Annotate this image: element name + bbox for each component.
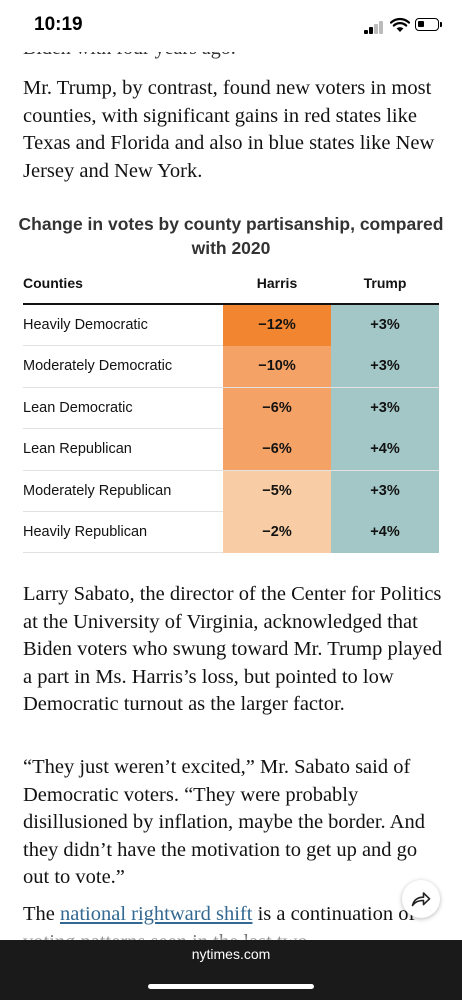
row-label: Moderately Democratic [23, 358, 173, 375]
trump-cell: +4% [331, 511, 439, 553]
harris-cell: −6% [223, 429, 331, 471]
trump-cell: +3% [331, 346, 439, 388]
harris-cell: −5% [223, 470, 331, 512]
table-header-rule [23, 303, 439, 305]
browser-bottom-bar: nytimes.com [0, 940, 462, 1000]
trump-cell: +3% [331, 387, 439, 429]
share-arrow-icon [411, 892, 431, 907]
harris-cell: −10% [223, 346, 331, 388]
row-label: Heavily Democratic [23, 317, 148, 333]
home-indicator[interactable] [148, 984, 314, 989]
paragraph-text: The [23, 903, 60, 925]
row-label: Heavily Republican [23, 523, 148, 540]
vote-change-table: Heavily Democratic −12% +3% Moderately D… [23, 305, 439, 554]
row-label: Lean Democratic [23, 399, 133, 416]
article-paragraph: Larry Sabato, the director of the Center… [23, 583, 443, 715]
table-row: Heavily Republican −2% +4% [23, 511, 439, 554]
table-row: Moderately Democratic −10% +3% [23, 346, 439, 388]
status-bar: 10:19 [0, 0, 462, 52]
row-label: Moderately Republican [23, 482, 172, 499]
table-title: Change in votes by county partisanship, … [18, 214, 444, 258]
share-button[interactable] [402, 880, 440, 918]
address-bar-url[interactable]: nytimes.com [191, 946, 271, 962]
cellular-signal-icon [364, 20, 384, 34]
trump-cell: +3% [331, 470, 439, 512]
table-row: Lean Democratic −6% +3% [23, 387, 439, 430]
scroll-fade [0, 925, 462, 940]
national-rightward-shift-link[interactable]: national rightward shift [60, 903, 253, 925]
table-row: Heavily Democratic −12% +3% [23, 305, 439, 347]
table-row: Lean Republican −6% +4% [23, 429, 439, 471]
status-time: 10:19 [34, 14, 83, 35]
column-header-harris: Harris [256, 275, 298, 291]
article-paragraph: Mr. Trump, by contrast, found new voters… [23, 77, 435, 182]
trump-cell: +4% [331, 429, 439, 471]
wifi-icon [390, 17, 410, 32]
column-header-trump: Trump [363, 275, 407, 291]
table-header: Counties Harris Trump [0, 275, 462, 305]
harris-cell: −6% [223, 387, 331, 429]
row-label: Lean Republican [23, 441, 132, 458]
harris-cell: −2% [223, 511, 331, 553]
table-row: Moderately Republican −5% +3% [23, 470, 439, 512]
column-header-counties: Counties [23, 275, 83, 291]
trump-cell: +3% [331, 305, 439, 346]
harris-cell: −12% [223, 305, 331, 346]
battery-icon [415, 18, 442, 31]
article-paragraph: “They just weren’t excited,” Mr. Sabato … [23, 756, 425, 888]
